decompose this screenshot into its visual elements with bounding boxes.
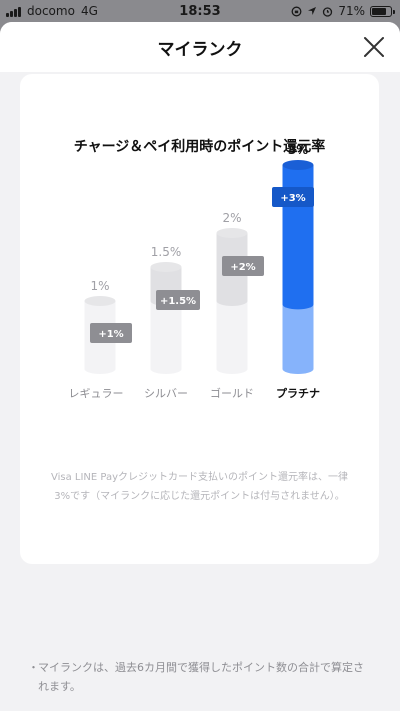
footer-bullet: ・ bbox=[28, 661, 39, 674]
close-icon[interactable] bbox=[362, 35, 386, 59]
chart-title: チャージ＆ペイ利用時のポイント還元率 bbox=[73, 139, 326, 155]
value-label-2: 2% bbox=[222, 211, 241, 225]
bar-base-1 bbox=[150, 301, 182, 374]
sheet-header: マイランク bbox=[0, 22, 400, 72]
value-label-0: 1% bbox=[90, 279, 109, 293]
bar-cap-2 bbox=[216, 228, 248, 238]
value-label-3: 3% bbox=[288, 143, 308, 157]
bonus-tag-0 bbox=[90, 323, 132, 343]
category-label-3: プラチナ bbox=[276, 386, 320, 400]
rank-card: チャージ＆ペイ利用時のポイント還元率 1% +1% レギュラー 1.5% +1.5% シル… bbox=[20, 74, 379, 564]
bar-cap-0 bbox=[84, 296, 116, 306]
battery-label: 71% bbox=[338, 4, 365, 18]
visa-note: Visa LINE Payクレジットカード支払いのポイント還元率は、一律3%です… bbox=[50, 472, 349, 502]
bar-base-3 bbox=[282, 304, 314, 374]
bonus-tag-1 bbox=[156, 290, 200, 310]
category-label-2: ゴールド bbox=[210, 386, 254, 400]
bonus-tag-label-3: +3% bbox=[280, 193, 305, 204]
category-label-0: レギュラー bbox=[69, 387, 124, 400]
bonus-tag-2 bbox=[222, 256, 264, 276]
battery-icon bbox=[370, 5, 395, 17]
bonus-tag-label-2: +2% bbox=[230, 262, 255, 273]
footer-text: マイランクは、過去6カ月間で獲得したポイント数の合計で算定されます。 bbox=[38, 661, 364, 693]
location-icon bbox=[308, 7, 317, 15]
alarm-icon bbox=[323, 6, 333, 17]
sheet-title: マイランク bbox=[157, 39, 243, 60]
category-label-1: シルバー bbox=[144, 387, 188, 400]
status-bar: docomo 4G 18:53 71% bbox=[0, 0, 400, 22]
bonus-tag-label-1: +1.5% bbox=[160, 296, 196, 307]
bar-bonus-3 bbox=[282, 165, 314, 310]
my-rank-sheet: マイランク チャージ＆ペイ利用時のポイント還元率 1% +1% レギュラー 1.5% +… bbox=[0, 22, 400, 711]
bonus-tag-3 bbox=[272, 187, 314, 207]
bonus-tag-label-0: +1% bbox=[98, 329, 123, 340]
value-label-1: 1.5% bbox=[151, 245, 182, 259]
bar-base-2 bbox=[216, 301, 248, 374]
status-left: docomo 4G bbox=[6, 4, 98, 18]
signal-icon bbox=[6, 6, 21, 17]
point-rate-chart: 1% +1% レギュラー 1.5% +1.5% シルバー 2% +2% ゴールド 3% +3% プラチ… bbox=[69, 143, 321, 400]
status-time: 18:53 bbox=[179, 4, 221, 19]
footer-note: ・ マイランクは、過去6カ月間で獲得したポイント数の合計で算定されます。 bbox=[28, 658, 374, 696]
status-right: 71% bbox=[291, 4, 395, 18]
orientation-lock-icon bbox=[291, 6, 302, 16]
bar-cap-1 bbox=[150, 262, 182, 272]
carrier-label: docomo bbox=[27, 4, 75, 18]
bar-cap-3 bbox=[282, 160, 314, 170]
network-label: 4G bbox=[80, 4, 98, 18]
